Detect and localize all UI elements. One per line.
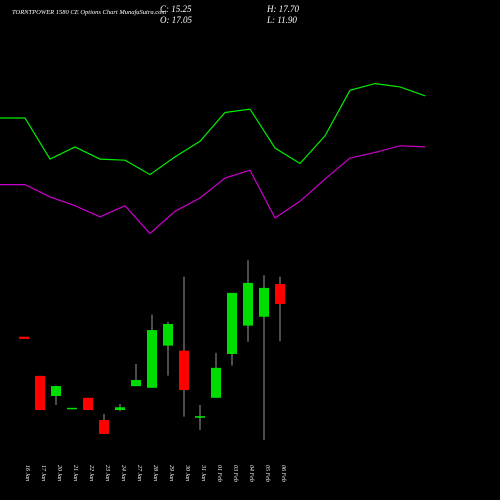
candle-body: [179, 350, 189, 391]
x-tick-label: 03 Feb: [232, 465, 238, 482]
candle-body: [115, 407, 125, 411]
x-tick-label: 23 Jan: [104, 465, 110, 481]
candle-body: [99, 420, 109, 434]
candle-body: [35, 375, 45, 411]
x-tick-label: 28 Jan: [152, 465, 158, 481]
candle-body: [243, 282, 253, 326]
candle-body: [19, 336, 29, 339]
ohlc-label: C: 15.25: [160, 4, 192, 14]
candle-body: [275, 284, 285, 304]
candle-body: [51, 386, 61, 397]
x-tick-label: 16 Jan: [24, 465, 30, 481]
x-tick-label: 04 Feb: [248, 465, 255, 482]
candle-body: [211, 367, 221, 398]
x-tick-label: 05 Feb: [264, 465, 270, 482]
candle-body: [67, 407, 77, 410]
indicator-line: [0, 145, 426, 235]
x-tick-label: 01 Feb: [216, 465, 222, 482]
x-tick-label: 30 Jan: [184, 464, 190, 481]
x-tick-label: 20 Jan: [56, 465, 62, 481]
x-tick-label: 17 Jan: [40, 465, 46, 481]
x-tick-label: 21 Jan: [72, 465, 78, 481]
candle-body: [147, 330, 157, 388]
candle-body: [195, 416, 205, 418]
candle-body: [163, 323, 173, 346]
x-tick-label: 24 Jan: [120, 465, 127, 481]
indicator-line: [0, 82, 426, 176]
candle-body: [227, 292, 237, 354]
candle-body: [83, 397, 93, 411]
ohlc-label: O: 17.05: [160, 15, 192, 25]
x-tick-label: 31 Jan: [200, 464, 206, 481]
chart-title: TORNTPOWER 1580 CE Options Chart MunafaS…: [12, 9, 166, 16]
ohlc-label: L: 11.90: [266, 15, 297, 25]
x-tick-label: 22 Jan: [88, 465, 94, 481]
x-tick-label: 06 Feb: [280, 465, 286, 482]
x-tick-label: 27 Jan: [136, 465, 142, 481]
x-tick-label: 29 Jan: [168, 465, 174, 481]
ohlc-label: H: 17.70: [266, 4, 299, 14]
candle-body: [259, 287, 269, 317]
candle-body: [131, 380, 141, 387]
